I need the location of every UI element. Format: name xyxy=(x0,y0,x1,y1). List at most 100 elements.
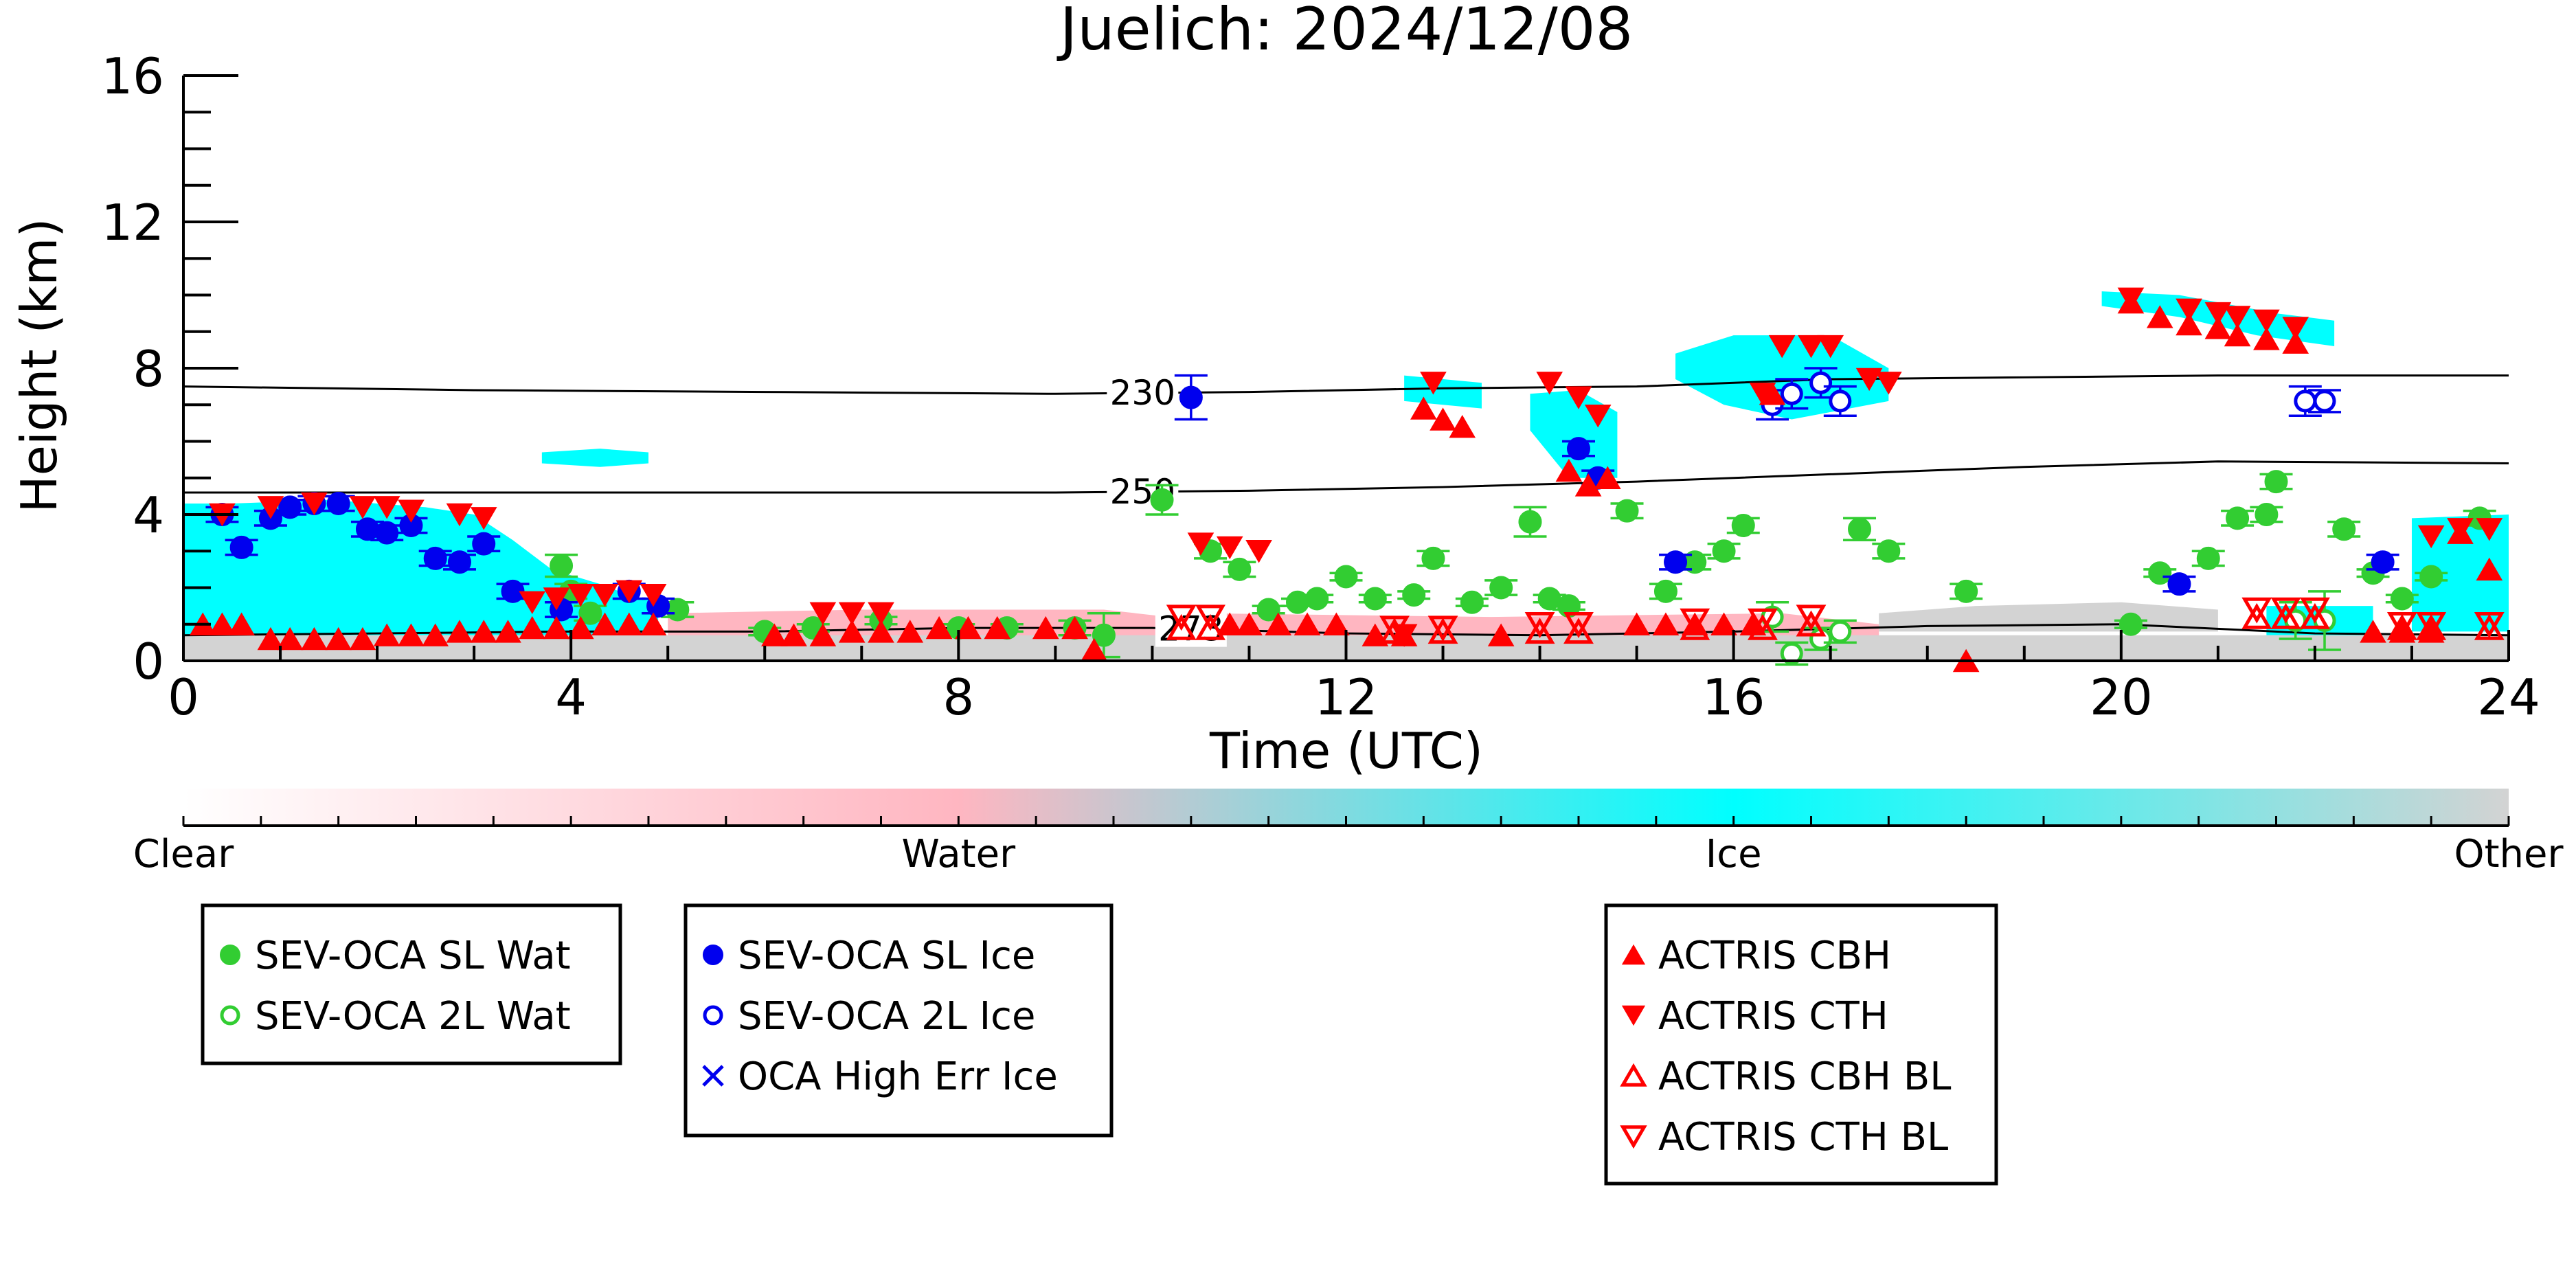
chart-title: Juelich: 2024/12/08 xyxy=(1057,0,1633,64)
colorbar-label: Clear xyxy=(133,832,234,877)
actris-cbh-point xyxy=(1293,612,1321,635)
actris-cth-point xyxy=(2204,302,2232,326)
actris-cth-point xyxy=(838,602,866,625)
x-tick-label: 16 xyxy=(1702,668,1765,726)
actris-cth-point xyxy=(349,496,376,519)
actris-cbh-point xyxy=(543,615,570,640)
actris-cbh-bl-point xyxy=(1680,613,1710,640)
actris-cbh-point xyxy=(838,620,866,643)
cloud-region-ice xyxy=(541,449,648,467)
sev-oca-sl-wat-point xyxy=(1402,583,1426,607)
sev-oca-sl-wat-point xyxy=(1653,579,1677,603)
sev-oca-sl-ice-point xyxy=(447,550,471,574)
actris-cth-point xyxy=(591,583,618,607)
actris-cbh-point xyxy=(301,626,328,651)
colorbar-label: Ice xyxy=(1706,832,1762,877)
legend-label: ACTRIS CBH BL xyxy=(1658,1054,1951,1099)
actris-cbh-point xyxy=(809,623,837,646)
x-tick-label: 12 xyxy=(1315,668,1378,726)
sev-oca-sl-wat-point xyxy=(1305,587,1329,611)
actris-cth-bl-point xyxy=(2241,597,2272,624)
sev-oca-sl-ice-point xyxy=(472,532,496,556)
sev-oca-sl-wat-point xyxy=(1256,598,1280,622)
sev-oca-sl-wat-point xyxy=(578,601,602,625)
y-tick-label: 4 xyxy=(133,486,164,544)
actris-cth-point xyxy=(1817,335,1844,359)
actris-cbh-bl-point xyxy=(1166,613,1197,640)
colorbar: Clear Water Ice Other xyxy=(133,789,2564,877)
cloud-region-ice xyxy=(1530,389,1618,478)
sev-oca-sl-wat-point xyxy=(2148,561,2172,585)
actris-cbh-point xyxy=(2282,330,2309,354)
actris-cbh-point xyxy=(1449,415,1476,438)
actris-cbh-point xyxy=(1323,612,1350,635)
isotherm-label: 230 xyxy=(1110,373,1175,413)
actris-cbh-point xyxy=(2476,557,2503,581)
legend-label: ACTRIS CTH xyxy=(1658,994,1888,1039)
legend-marker xyxy=(1620,1125,1647,1149)
x-tick-label: 4 xyxy=(555,668,587,726)
actris-cbh-point xyxy=(1710,612,1737,635)
sev-oca-sl-ice-point xyxy=(326,492,350,516)
axes: 0 4 8 12 16 0 4 8 12 16 20 24 xyxy=(101,47,2540,726)
actris-cth-point xyxy=(868,602,894,625)
sev-oca-sl-wat-point xyxy=(1489,576,1513,600)
sev-oca-2l-ice-point xyxy=(2294,389,2317,413)
actris-cth-point xyxy=(1768,335,1796,359)
actris-cbh-point xyxy=(422,623,449,646)
legend-label: SEV-OCA SL Wat xyxy=(255,934,571,978)
actris-cth-bl-point xyxy=(1379,615,1410,642)
legend-label: SEV-OCA SL Ice xyxy=(738,934,1035,978)
sev-oca-sl-wat-point xyxy=(2226,506,2250,530)
actris-cbh-point xyxy=(868,620,894,643)
sev-oca-sl-wat-point xyxy=(1954,579,1978,603)
sev-oca-sl-wat-point xyxy=(2390,587,2414,611)
sev-oca-sl-wat-point xyxy=(1518,510,1542,534)
actris-cbh-point xyxy=(780,623,807,646)
sev-oca-2l-ice-point xyxy=(2313,389,2336,413)
sev-oca-sl-wat-point xyxy=(666,598,690,622)
actris-cbh-bl-point xyxy=(2416,613,2447,640)
x-tick-label: 8 xyxy=(942,668,974,726)
actris-cth-point xyxy=(1245,540,1272,563)
actris-cbh-point xyxy=(446,620,473,643)
actris-cth-point xyxy=(2117,287,2145,311)
actris-cbh-point xyxy=(470,620,497,643)
actris-cth-point xyxy=(1536,372,1563,395)
colorbar-label: Water xyxy=(902,832,1017,877)
sev-oca-sl-wat-point xyxy=(1334,565,1358,589)
legend-marker xyxy=(1621,944,1646,965)
actris-cth-point xyxy=(1216,536,1243,560)
sev-oca-sl-wat-point xyxy=(1092,623,1116,647)
sev-oca-sl-wat-point xyxy=(1363,587,1387,611)
sev-oca-sl-wat-point xyxy=(1877,539,1901,563)
sev-oca-sl-ice-point xyxy=(1179,385,1203,409)
sev-oca-sl-wat-point xyxy=(2255,503,2279,526)
legend-label: SEV-OCA 2L Wat xyxy=(255,994,571,1039)
actris-cth-point xyxy=(1855,368,1883,392)
actris-cbh-point xyxy=(2224,323,2251,347)
actris-cbh-point xyxy=(495,620,521,643)
actris-cth-bl-point xyxy=(1427,615,1458,642)
actris-cbh-point xyxy=(276,626,304,651)
x-tick-label: 24 xyxy=(2477,668,2540,726)
actris-cth-point xyxy=(567,583,594,607)
legend: SEV-OCA SL Wat SEV-OCA 2L Wat SEV-OCA SL I… xyxy=(201,903,1998,1186)
sev-oca-2l-ice-point xyxy=(1809,371,1833,394)
actris-cbh-point xyxy=(591,612,618,635)
actris-cbh-point xyxy=(373,623,400,646)
sev-oca-sl-wat-point xyxy=(550,554,574,578)
actris-cbh-point xyxy=(615,612,643,635)
sev-oca-sl-wat-point xyxy=(2264,470,2288,494)
actris-cbh-point xyxy=(1216,612,1243,635)
actris-cth-point xyxy=(519,591,546,614)
actris-cbh-point xyxy=(640,612,667,635)
legend-marker xyxy=(1621,1005,1646,1026)
actris-cth-point xyxy=(1798,335,1824,359)
sev-oca-sl-wat-point xyxy=(1150,488,1174,512)
actris-cbh-bl-point xyxy=(1563,618,1594,644)
sev-oca-sl-wat-point xyxy=(1712,539,1736,563)
actris-cth-bl-point xyxy=(2299,597,2330,624)
isotherm-label: 273 xyxy=(1158,609,1223,649)
isotherm-line xyxy=(183,374,2509,395)
